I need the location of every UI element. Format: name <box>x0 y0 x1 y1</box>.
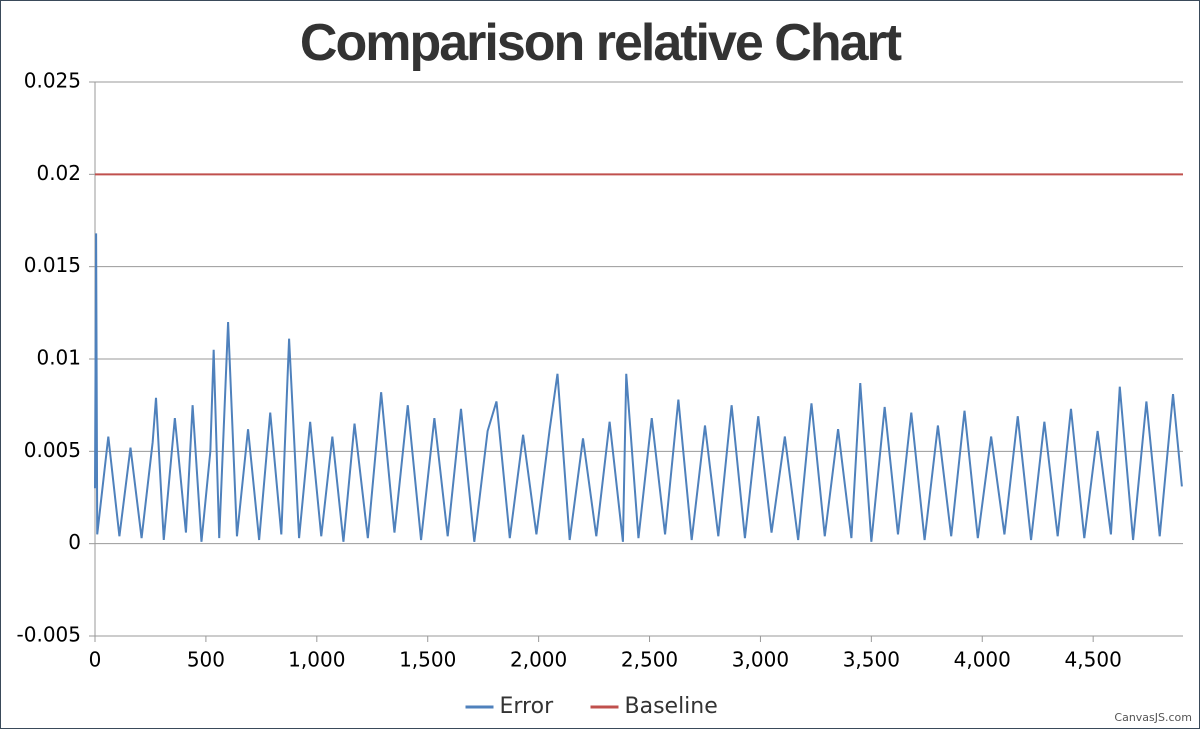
x-tick-label: 0 <box>89 648 102 672</box>
series-line <box>94 233 1183 542</box>
y-tick-label: 0.01 <box>36 346 81 370</box>
y-tick-label: 0.02 <box>36 161 81 185</box>
x-tick-label: 2,000 <box>510 648 567 672</box>
credit: CanvasJS.com <box>1114 711 1192 724</box>
y-tick-label: 0.025 <box>24 69 81 93</box>
legend-label: Error <box>500 694 555 719</box>
y-tick-label: -0.005 <box>17 623 81 647</box>
chart-title: Comparison relative Chart <box>300 14 902 72</box>
x-tick-label: 3,500 <box>843 648 900 672</box>
y-tick-label: 0 <box>68 530 81 554</box>
legend-label: Baseline <box>625 694 718 719</box>
y-tick-label: 0.005 <box>24 438 81 462</box>
x-tick-label: 500 <box>187 648 225 672</box>
x-tick-label: 2,500 <box>621 648 678 672</box>
x-tick-label: 4,000 <box>954 648 1011 672</box>
y-tick-label: 0.015 <box>24 253 81 277</box>
x-tick-label: 3,000 <box>732 648 789 672</box>
x-tick-label: 4,500 <box>1065 648 1122 672</box>
x-tick-label: 1,500 <box>399 648 456 672</box>
x-tick-label: 1,000 <box>288 648 345 672</box>
